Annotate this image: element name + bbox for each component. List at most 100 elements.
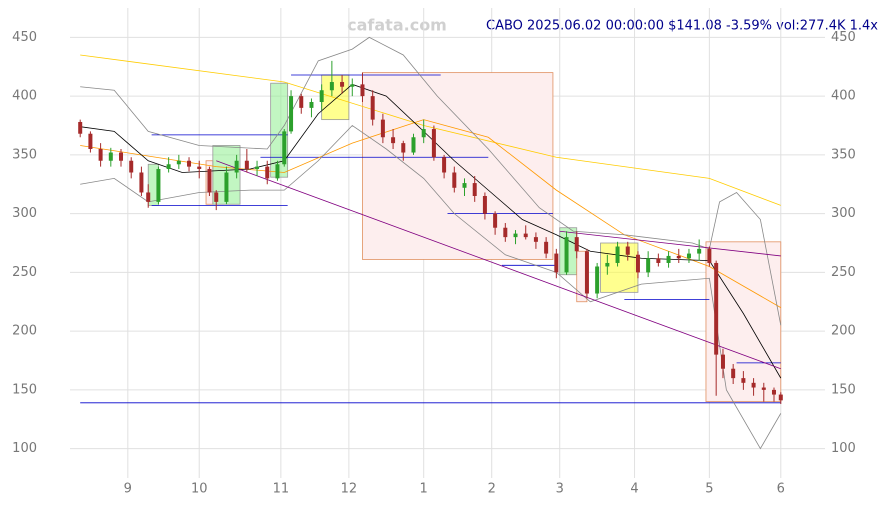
y-tick-label-right: 150	[831, 382, 856, 397]
candle-body	[666, 255, 671, 263]
y-tick-label-right: 400	[831, 89, 856, 104]
x-tick-label: 2	[488, 482, 496, 497]
candle-body	[224, 172, 229, 202]
candle-body	[275, 164, 280, 179]
candle-body	[646, 258, 651, 273]
candle-body	[656, 258, 661, 263]
candle-body	[707, 248, 712, 263]
candle-body	[472, 183, 477, 196]
y-tick-label-right: 200	[831, 324, 856, 339]
candle-body	[482, 196, 487, 214]
candle-body	[329, 82, 334, 91]
candle-body	[513, 233, 518, 238]
candle-body	[289, 96, 294, 132]
candle-body	[350, 84, 355, 87]
candle-body	[431, 129, 436, 158]
overlay-line	[80, 119, 781, 308]
candle-body	[244, 160, 249, 169]
candle-body	[380, 119, 385, 138]
y-tick-label: 450	[12, 30, 37, 45]
chart-title: CABO 2025.06.02 00:00:00 $141.08 -3.59% …	[486, 19, 878, 34]
candle-body	[452, 172, 457, 188]
candle-body	[166, 164, 171, 169]
candle-body	[720, 354, 725, 369]
candle-body	[282, 131, 287, 165]
x-tick-label: 10	[191, 482, 208, 497]
y-tick-label: 400	[12, 89, 37, 104]
candle-body	[564, 237, 569, 273]
candle-body	[340, 82, 345, 87]
y-tick-label: 150	[12, 382, 37, 397]
y-tick-label-right: 450	[831, 30, 856, 45]
y-tick-label-right: 300	[831, 206, 856, 221]
candle-body	[625, 246, 630, 255]
candle-body	[360, 84, 365, 97]
y-tick-label-right: 100	[831, 441, 856, 456]
candle-body	[370, 96, 375, 120]
candle-body	[207, 168, 212, 193]
candle-body	[697, 248, 702, 254]
candle-body	[714, 262, 719, 355]
candle-body	[265, 166, 270, 179]
overlay-line	[80, 54, 781, 206]
x-tick-label: 9	[124, 482, 132, 497]
candle-body	[78, 121, 83, 134]
x-tick-label: 5	[705, 482, 713, 497]
candle-body	[129, 160, 134, 173]
candle-body	[778, 394, 783, 401]
overlay-line	[80, 36, 782, 326]
candle-body	[615, 246, 620, 263]
candle-body	[299, 96, 304, 108]
candle-body	[523, 233, 528, 238]
candle-body	[635, 254, 640, 273]
candle-body	[187, 160, 192, 167]
candle-body	[584, 251, 589, 294]
candle-body	[544, 241, 549, 254]
candle-body	[731, 368, 736, 379]
candle-body	[686, 253, 691, 259]
x-tick-label: 4	[630, 482, 638, 497]
candle-body	[88, 133, 93, 149]
candle-body	[442, 157, 447, 173]
overlay-line	[80, 124, 782, 450]
y-tick-label: 100	[12, 441, 37, 456]
x-tick-label: 6	[777, 482, 785, 497]
candle-body	[255, 166, 260, 169]
candle-body	[595, 266, 600, 294]
candle-body	[421, 129, 426, 138]
x-tick-label: 3	[556, 482, 564, 497]
candle-body	[309, 102, 314, 108]
candle-body	[751, 382, 756, 388]
candle-body	[391, 137, 396, 144]
candle-body	[197, 166, 202, 169]
candle-body	[176, 160, 181, 165]
overlay-line	[216, 160, 781, 370]
candle-body	[319, 90, 324, 102]
candle-body	[139, 172, 144, 193]
candle-body	[574, 237, 579, 252]
candle-body	[676, 255, 681, 259]
candle-body	[503, 227, 508, 238]
candle-body	[741, 378, 746, 383]
candle-body	[761, 387, 766, 390]
candle-body	[156, 168, 161, 202]
x-tick-label: 11	[273, 482, 290, 497]
x-tick-label: 1	[420, 482, 428, 497]
candle-body	[493, 213, 498, 228]
y-tick-label: 350	[12, 147, 37, 162]
x-tick-label: 12	[341, 482, 358, 497]
candle-body	[533, 237, 538, 242]
candle-body	[214, 192, 219, 202]
y-tick-label-right: 250	[831, 265, 856, 280]
candle-body	[411, 137, 416, 153]
y-tick-label: 250	[12, 265, 37, 280]
overlay-line	[559, 230, 781, 257]
watermark: cafata.com	[347, 16, 447, 35]
candle-body	[605, 262, 610, 267]
y-tick-label: 200	[12, 324, 37, 339]
zone	[321, 74, 350, 121]
candle-body	[554, 253, 559, 273]
candle-body	[771, 389, 776, 395]
candle-body	[234, 160, 239, 173]
